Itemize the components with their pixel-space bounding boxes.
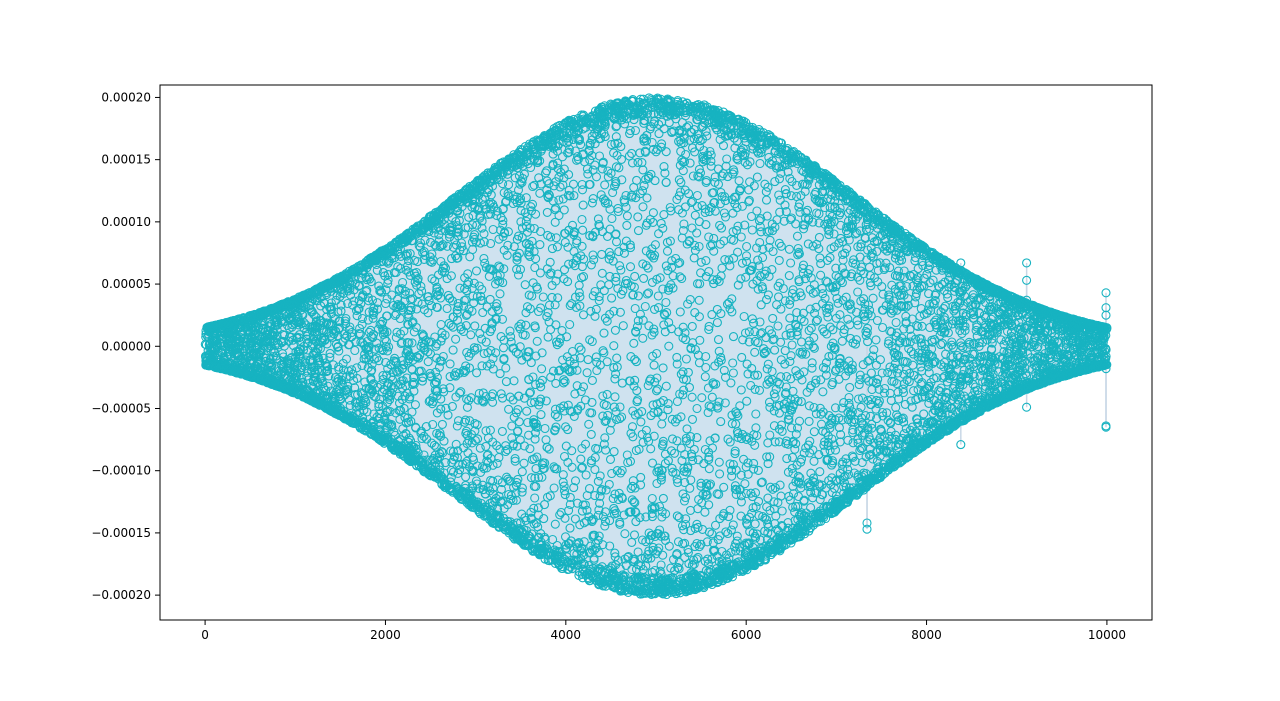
plot-area xyxy=(160,85,1152,620)
series-group xyxy=(201,94,1111,599)
